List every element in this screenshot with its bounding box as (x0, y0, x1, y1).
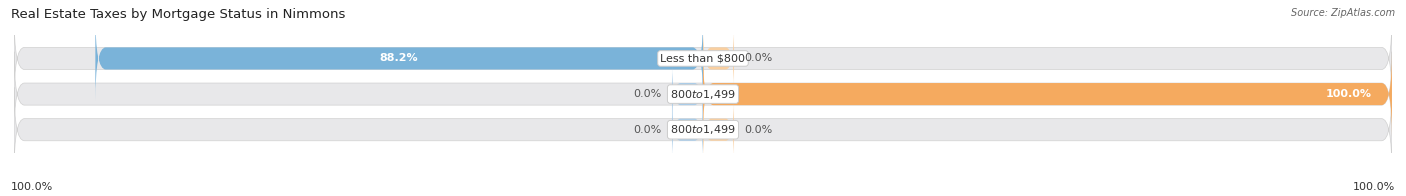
Text: 0.0%: 0.0% (634, 125, 662, 135)
Text: 0.0%: 0.0% (744, 125, 772, 135)
Text: 100.0%: 100.0% (11, 182, 53, 192)
Text: 100.0%: 100.0% (1353, 182, 1395, 192)
FancyBboxPatch shape (703, 27, 734, 90)
Text: 0.0%: 0.0% (744, 54, 772, 64)
Text: 100.0%: 100.0% (1326, 89, 1371, 99)
FancyBboxPatch shape (14, 87, 1392, 172)
FancyBboxPatch shape (14, 52, 1392, 136)
FancyBboxPatch shape (672, 98, 703, 162)
Text: 0.0%: 0.0% (634, 89, 662, 99)
FancyBboxPatch shape (672, 62, 703, 126)
Text: $800 to $1,499: $800 to $1,499 (671, 123, 735, 136)
FancyBboxPatch shape (14, 16, 1392, 101)
Text: Real Estate Taxes by Mortgage Status in Nimmons: Real Estate Taxes by Mortgage Status in … (11, 8, 346, 21)
FancyBboxPatch shape (703, 52, 1392, 136)
Text: Source: ZipAtlas.com: Source: ZipAtlas.com (1291, 8, 1395, 18)
FancyBboxPatch shape (703, 98, 734, 162)
Text: $800 to $1,499: $800 to $1,499 (671, 88, 735, 101)
Text: 88.2%: 88.2% (380, 54, 419, 64)
FancyBboxPatch shape (96, 16, 703, 101)
Text: Less than $800: Less than $800 (661, 54, 745, 64)
